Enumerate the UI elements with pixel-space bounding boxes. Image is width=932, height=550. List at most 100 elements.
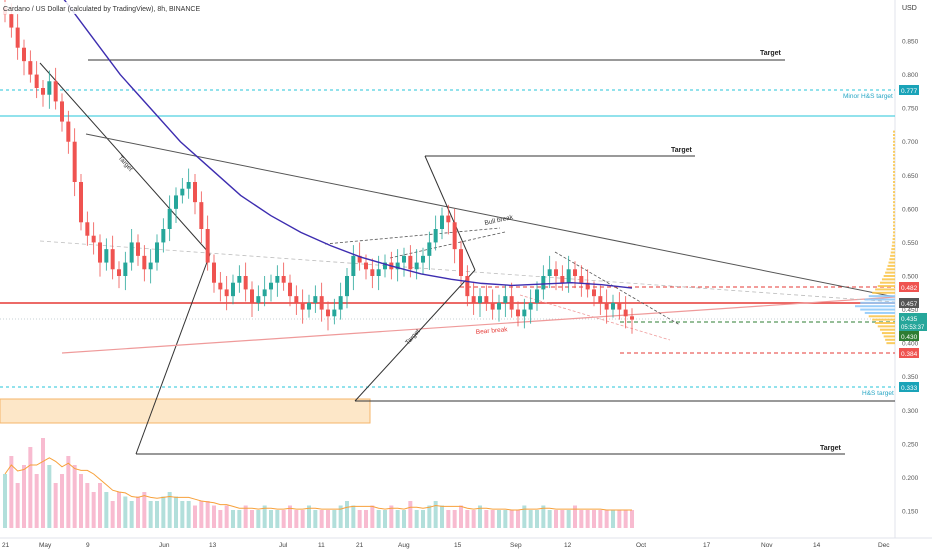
volume-profile-bar [889, 258, 895, 261]
price-tick: 0.350 [902, 374, 919, 381]
candle-body [326, 309, 330, 317]
volume-bar [547, 510, 552, 528]
badge-minor-target-bg [899, 85, 919, 95]
candle-body [79, 182, 83, 223]
target-mid-label: Target [671, 147, 693, 154]
volume-bar [617, 510, 622, 528]
bear-channel-bottom [519, 294, 671, 341]
volume-bar [383, 510, 387, 528]
candle-body [478, 296, 482, 303]
volume-bar [129, 501, 134, 528]
volume-profile-bar [881, 278, 895, 281]
badge-red-dashed-value: 0.482 [901, 285, 918, 292]
candle-body [497, 302, 501, 310]
volume-bar [554, 510, 558, 528]
candle-body [72, 141, 77, 182]
volume-bar [79, 474, 83, 528]
volume-profile-bar [893, 174, 895, 177]
price-tick: 0.500 [902, 274, 919, 281]
volume-profile-bar [881, 332, 895, 335]
candle-body [522, 309, 527, 317]
volume-bar [598, 510, 603, 528]
volume-profile-bar [855, 305, 895, 308]
candle-body [41, 88, 45, 95]
price-axis-unit: USD [902, 5, 917, 12]
time-tick: 17 [703, 542, 711, 549]
demand-zone-box [0, 398, 371, 424]
volume-profile-bar [860, 308, 895, 311]
volume-bar [275, 510, 280, 528]
candle-body [300, 302, 305, 310]
volume-bar [370, 505, 375, 528]
candle-body [592, 289, 596, 297]
hs-target-label: H&S target [862, 390, 894, 397]
volume-profile-bar [892, 241, 895, 244]
time-tick: Sep [510, 542, 522, 549]
candle-body [598, 296, 603, 303]
candle-body [427, 242, 432, 256]
volume-bar [300, 510, 305, 528]
volume-bar [630, 510, 634, 528]
volume-profile-bar [879, 281, 895, 284]
volume-bar [478, 505, 482, 528]
candle-body [180, 188, 185, 196]
volume-bar [110, 501, 115, 528]
volume-bar [560, 510, 565, 528]
target-bottom-label: Target [820, 445, 842, 452]
time-tick: 9 [86, 542, 90, 549]
volume-bar [22, 465, 26, 528]
volume-bar [503, 510, 508, 528]
volume-profile-bar [872, 291, 895, 294]
volume-bar [218, 510, 223, 528]
price-axis: 0.850 0.800 0.750 0.700 0.650 0.600 0.550 0.500… [902, 39, 919, 516]
price-tick: 0.600 [902, 206, 919, 213]
volume-bar [490, 510, 495, 528]
bear-channel-top [554, 251, 681, 326]
volume-bar [364, 510, 368, 528]
volume-bar [471, 510, 476, 528]
volume-profile-bar [893, 170, 895, 173]
price-tick: 0.200 [902, 475, 919, 482]
volume-bar [47, 465, 52, 528]
volume-bar [389, 505, 394, 528]
candle-body [573, 269, 577, 276]
time-tick: 21 [2, 542, 10, 549]
volume-bar [9, 456, 14, 528]
diagonal-target-line-2 [354, 269, 476, 402]
candle-body [560, 276, 565, 283]
target-top-label: Target [760, 50, 782, 57]
time-tick: Jul [279, 542, 288, 549]
badge-hs-target-value: 0.333 [901, 385, 918, 392]
candle-body [281, 276, 286, 283]
price-tick: 0.450 [902, 307, 919, 314]
volume-bar [98, 483, 102, 528]
candle-body [623, 309, 628, 317]
minor-hs-target-label: Minor H&S target [843, 93, 893, 100]
candle-body [516, 309, 520, 317]
volume-bar [174, 496, 178, 528]
volume-profile-bar [886, 342, 895, 345]
volume-profile-bar [893, 150, 895, 153]
volume-bar [205, 501, 210, 528]
volume-bar [319, 510, 324, 528]
volume-profile-bar [893, 197, 895, 200]
volume-profile-bar [893, 134, 895, 136]
volume-profile-bar [893, 221, 895, 224]
volume-profile-bar [888, 261, 895, 264]
candle-body [351, 255, 356, 276]
lower-trendline [61, 296, 896, 354]
volume-profile-bar [893, 214, 895, 217]
candle-body [269, 282, 273, 290]
time-tick: 15 [454, 542, 462, 549]
volume-bar [262, 505, 267, 528]
volume-profile-bar [893, 184, 895, 187]
volume-bar [345, 501, 349, 528]
bull-channel-top [324, 227, 501, 245]
time-tick: Dec [878, 542, 890, 549]
volume-bar [307, 505, 311, 528]
candle-body [357, 255, 362, 263]
volume-profile-bar [886, 268, 895, 271]
volume-bar [579, 510, 584, 528]
volume-bar [224, 505, 229, 528]
